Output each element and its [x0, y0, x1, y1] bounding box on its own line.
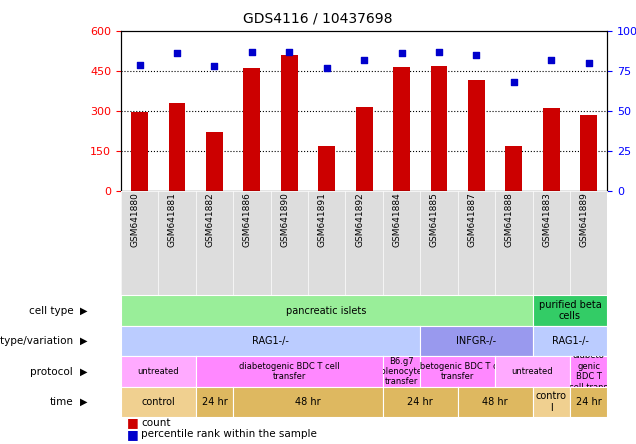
Text: GSM641882: GSM641882	[205, 192, 214, 247]
Text: ▶: ▶	[80, 305, 87, 316]
Text: 24 hr: 24 hr	[408, 397, 433, 407]
Text: time: time	[50, 397, 73, 407]
Text: ▶: ▶	[80, 367, 87, 377]
Point	[509, 79, 519, 86]
Point	[247, 48, 257, 56]
Text: RAG1-/-: RAG1-/-	[551, 336, 588, 346]
Text: contro
l: contro l	[536, 391, 567, 413]
Text: GSM641892: GSM641892	[355, 192, 364, 247]
Text: untreated: untreated	[512, 367, 553, 376]
Text: GSM641888: GSM641888	[505, 192, 514, 247]
Point	[209, 63, 219, 70]
Bar	[281, 55, 298, 191]
Text: GSM641883: GSM641883	[543, 192, 551, 247]
Text: diabetogenic BDC T cell
transfer: diabetogenic BDC T cell transfer	[408, 362, 508, 381]
Text: pancreatic islets: pancreatic islets	[286, 305, 367, 316]
Point	[134, 61, 144, 68]
Bar	[356, 107, 373, 191]
Text: purified beta
cells: purified beta cells	[539, 300, 601, 321]
Point	[546, 56, 556, 63]
Text: 48 hr: 48 hr	[482, 397, 508, 407]
Text: 48 hr: 48 hr	[295, 397, 321, 407]
Text: GSM641887: GSM641887	[467, 192, 476, 247]
Text: INFGR-/-: INFGR-/-	[456, 336, 497, 346]
Text: count: count	[141, 418, 170, 428]
Point	[359, 56, 369, 63]
Text: protocol: protocol	[31, 367, 73, 377]
Text: cell type: cell type	[29, 305, 73, 316]
Text: GSM641889: GSM641889	[579, 192, 589, 247]
Text: B6.g7
splenocytes
transfer: B6.g7 splenocytes transfer	[377, 357, 427, 386]
Point	[584, 59, 594, 67]
Text: ■: ■	[127, 416, 139, 429]
Text: 24 hr: 24 hr	[576, 397, 602, 407]
Bar	[543, 108, 560, 191]
Text: GDS4116 / 10437698: GDS4116 / 10437698	[243, 11, 393, 25]
Bar	[318, 146, 335, 191]
Text: GSM641886: GSM641886	[243, 192, 252, 247]
Point	[172, 50, 182, 57]
Bar	[580, 115, 597, 191]
Bar	[169, 103, 186, 191]
Point	[396, 50, 406, 57]
Bar	[393, 67, 410, 191]
Point	[471, 52, 481, 59]
Bar	[244, 68, 260, 191]
Text: GSM641890: GSM641890	[280, 192, 289, 247]
Bar	[431, 66, 447, 191]
Text: ■: ■	[127, 428, 139, 441]
Text: GSM641884: GSM641884	[392, 192, 401, 247]
Text: diabeto
genic
BDC T
cell trans: diabeto genic BDC T cell trans	[569, 352, 608, 392]
Bar	[468, 80, 485, 191]
Text: percentile rank within the sample: percentile rank within the sample	[141, 429, 317, 439]
Text: untreated: untreated	[137, 367, 179, 376]
Text: GSM641881: GSM641881	[168, 192, 177, 247]
Text: 24 hr: 24 hr	[202, 397, 227, 407]
Text: control: control	[141, 397, 175, 407]
Bar	[506, 146, 522, 191]
Bar	[206, 132, 223, 191]
Text: genotype/variation: genotype/variation	[0, 336, 73, 346]
Bar	[131, 112, 148, 191]
Text: ▶: ▶	[80, 397, 87, 407]
Point	[434, 48, 444, 56]
Text: GSM641891: GSM641891	[318, 192, 327, 247]
Text: diabetogenic BDC T cell
transfer: diabetogenic BDC T cell transfer	[239, 362, 340, 381]
Point	[284, 48, 294, 56]
Text: ▶: ▶	[80, 336, 87, 346]
Point	[322, 64, 332, 71]
Text: GSM641885: GSM641885	[430, 192, 439, 247]
Text: RAG1-/-: RAG1-/-	[252, 336, 289, 346]
Text: GSM641880: GSM641880	[130, 192, 139, 247]
